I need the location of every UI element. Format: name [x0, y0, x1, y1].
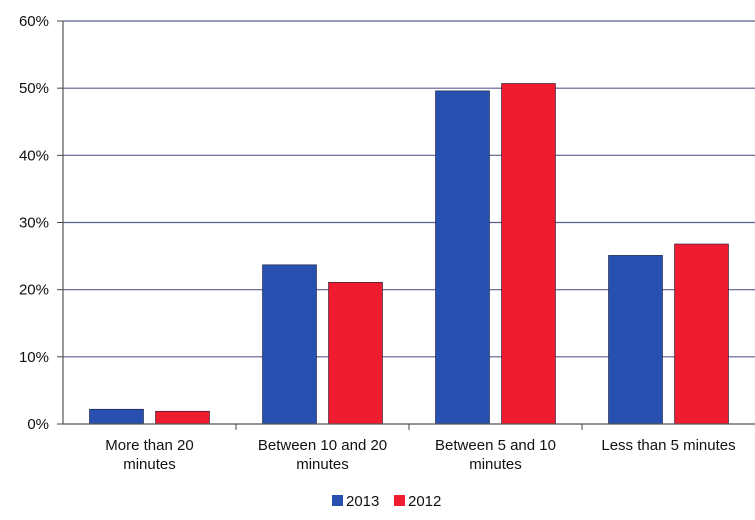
legend-swatch-2013	[332, 495, 343, 506]
bars	[90, 83, 729, 424]
legend: 2013 2012	[332, 493, 441, 510]
y-tick-label: 40%	[19, 147, 49, 164]
y-tick-label: 20%	[19, 282, 49, 299]
x-tick-label: Between 5 and 10	[435, 437, 556, 454]
y-tick-label: 10%	[19, 349, 49, 366]
bar-2013-2	[436, 91, 490, 424]
x-tick-label: Less than 5 minutes	[601, 437, 735, 454]
bar-2012-0	[156, 411, 210, 424]
x-tick-label: minutes	[296, 456, 349, 473]
bar-2012-1	[329, 282, 383, 424]
y-tick-label: 0%	[27, 416, 49, 433]
legend-label-2013: 2013	[346, 493, 379, 510]
x-tick-label: minutes	[469, 456, 522, 473]
bar-2013-3	[609, 255, 663, 424]
bar-2012-3	[675, 244, 729, 424]
legend-label-2012: 2012	[408, 493, 441, 510]
y-tick-label: 30%	[19, 215, 49, 232]
x-tick-label: minutes	[123, 456, 176, 473]
y-tick-label: 60%	[19, 13, 49, 30]
bar-2013-1	[263, 265, 317, 424]
x-tick-label: More than 20	[105, 437, 193, 454]
bar-2012-2	[502, 83, 556, 424]
y-tick-label: 50%	[19, 80, 49, 97]
y-axis-ticks: 0% 10% 20% 30% 40% 50% 60%	[19, 13, 63, 433]
legend-swatch-2012	[394, 495, 405, 506]
x-axis-ticks: More than 20 minutes Between 10 and 20 minu…	[105, 424, 735, 473]
x-tick-label: Between 10 and 20	[258, 437, 387, 454]
bar-2013-0	[90, 409, 144, 424]
